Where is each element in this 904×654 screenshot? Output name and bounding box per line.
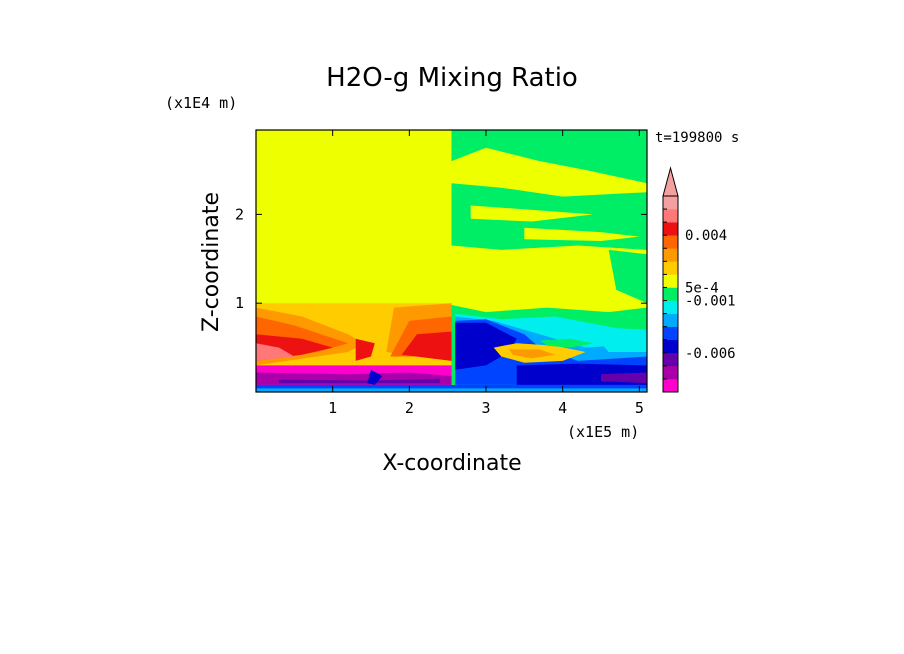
colorbar-swatch	[663, 196, 678, 210]
colorbar-swatch	[663, 235, 678, 249]
contour-regions	[256, 130, 647, 392]
y-tick-label: 1	[235, 294, 244, 312]
contour-region-20	[524, 227, 640, 241]
contour-region-8	[401, 331, 452, 361]
colorbar-swatch	[663, 300, 678, 314]
colorbar-swatch	[663, 274, 678, 288]
x-tick-label: 4	[558, 399, 567, 417]
colorbar-swatch	[663, 209, 678, 223]
y-axis: 12	[235, 205, 647, 312]
contour-region-15	[367, 369, 383, 385]
chart-title: H2O-g Mixing Ratio	[326, 63, 578, 93]
x-tick-label: 5	[635, 399, 644, 417]
contour-region-19	[501, 174, 609, 188]
contour-region-7	[355, 338, 375, 361]
colorbar-extend-arrow	[662, 166, 679, 197]
y-unit-label: (x1E4 m)	[165, 94, 237, 112]
colorbar-swatch	[663, 365, 678, 380]
colorbar-swatch	[663, 248, 678, 262]
colorbar-label: 0.004	[685, 228, 727, 244]
colorbar-frame	[662, 195, 679, 393]
contour-region-30	[509, 349, 555, 359]
colorbar-swatch	[663, 287, 678, 301]
contour-region-9	[256, 343, 295, 361]
colorbar-swatch	[663, 352, 678, 367]
time-label: t=199800 s	[655, 130, 739, 146]
colorbar-swatch	[663, 339, 678, 354]
x-tick-label: 3	[481, 399, 490, 417]
contour-region-21	[608, 249, 647, 304]
contour-region-26	[455, 322, 517, 370]
colorbar-swatch	[663, 326, 678, 341]
y-axis-label: Z-coordinate	[199, 192, 224, 332]
plot-frame	[255, 129, 648, 393]
x-tick-label: 2	[405, 399, 414, 417]
colorbar-swatch	[663, 313, 678, 327]
contour-region-14	[256, 388, 647, 392]
x-axis-label: X-coordinate	[382, 451, 521, 476]
x-axis: 1 2 3 4 5	[328, 130, 644, 417]
x-tick-label: 1	[328, 399, 337, 417]
contour-region-18	[470, 205, 594, 222]
colorbar-swatch	[663, 261, 678, 275]
contour-region-31	[539, 338, 594, 348]
contour-region-32	[601, 338, 647, 352]
colorbar-label: 5e-4	[685, 280, 719, 296]
y-tick-label: 2	[235, 205, 244, 223]
x-unit-label: (x1E5 m)	[567, 423, 639, 441]
contour-region-12	[279, 378, 440, 384]
contour-region-28	[601, 372, 647, 384]
colorbar-label: -0.001	[685, 294, 736, 310]
colorbar-swatch	[663, 378, 678, 393]
contour-region-16	[451, 130, 647, 184]
colorbar-swatch	[663, 222, 678, 236]
colorbar-label: -0.006	[685, 346, 736, 362]
